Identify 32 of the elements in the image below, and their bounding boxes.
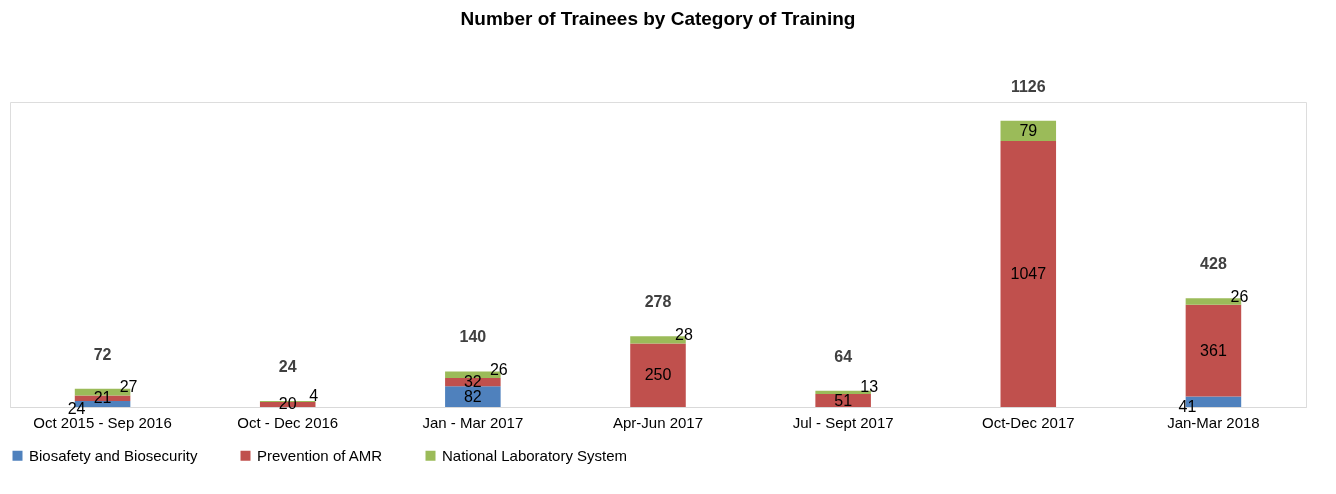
data-label: 41: [1178, 397, 1197, 415]
data-label: 250: [644, 366, 672, 384]
data-label: 79: [1019, 121, 1038, 139]
x-tick-label: Apr-Jun 2017: [612, 413, 704, 431]
data-label: 361: [1200, 341, 1227, 359]
data-label: 26: [1230, 287, 1249, 305]
data-label: 51: [834, 391, 853, 409]
x-tick-label: Oct-Dec 2017: [982, 413, 1075, 431]
data-label: 26: [489, 360, 508, 378]
total-label: 278: [644, 293, 672, 311]
x-tick-label: Jan-Mar 2018: [1167, 413, 1260, 431]
total-label: 1126: [1010, 77, 1046, 95]
legend-label: National Laboratory System: [442, 446, 628, 464]
data-label: 1047: [1010, 264, 1047, 282]
x-tick-label: Jul - Sept 2017: [792, 413, 894, 431]
total-label: 428: [1200, 255, 1227, 273]
data-label: 4: [309, 387, 319, 405]
x-tick-label: Oct - Dec 2016: [237, 413, 339, 431]
data-label: 13: [860, 378, 879, 396]
total-label: 24: [278, 357, 297, 375]
legend-label: Prevention of AMR: [257, 446, 383, 464]
total-label: 72: [93, 345, 112, 363]
bar: [1000, 140, 1057, 407]
chart-title: Number of Trainees by Category of Training: [460, 7, 856, 29]
bar: [1185, 304, 1242, 397]
data-label: 27: [119, 378, 138, 396]
x-tick-label: Jan - Mar 2017: [422, 413, 524, 431]
legend-label: Biosafety and Biosecurity: [29, 446, 198, 464]
total-label: 140: [459, 328, 487, 346]
total-label: 64: [834, 347, 853, 365]
bar: [630, 343, 686, 407]
data-label: 28: [675, 325, 693, 343]
